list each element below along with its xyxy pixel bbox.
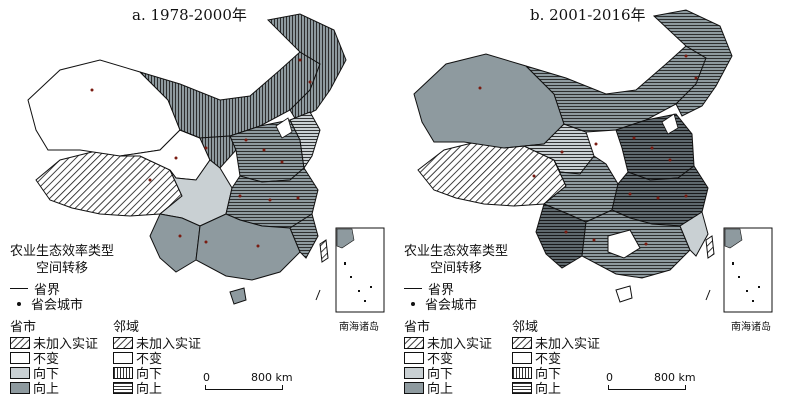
legend-self-not-included: 未加入实证 xyxy=(404,335,492,352)
region-taiwan xyxy=(319,239,329,263)
legend-self-unchanged: 不变 xyxy=(404,350,492,367)
map-panel-a: a. 1978-2000年 xyxy=(10,6,385,397)
legend-title-line1: 农业生态效率类型 xyxy=(404,244,509,259)
legend-title-line2: 空间转移 xyxy=(430,261,483,276)
legend-boundary: 省界 xyxy=(404,279,454,298)
panel-title: a. 1978-2000年 xyxy=(132,6,247,24)
swatch-white-icon xyxy=(10,351,30,364)
legend-capital-label: 省会城市 xyxy=(31,298,84,313)
swatch-horizontal-hatch-icon xyxy=(512,381,532,394)
legend-neighbor-group: 未加入实证 不变 向下 向上 xyxy=(512,335,600,397)
region-taiwan xyxy=(705,235,715,259)
swatch-vertical-hatch-icon xyxy=(113,366,133,379)
legend-self-up: 向上 xyxy=(10,380,98,397)
region-yunnan xyxy=(149,213,201,273)
scale-zero-label: 0 xyxy=(606,371,613,384)
swatch-diagonal-icon xyxy=(512,336,532,349)
swatch-white-icon xyxy=(404,351,424,364)
scale-distance-label: 800 km xyxy=(251,371,293,384)
china-map-b xyxy=(413,9,773,313)
region-xinjiang xyxy=(413,53,565,149)
boundary-line-icon xyxy=(10,288,28,289)
swatch-white-icon xyxy=(512,351,532,364)
scale-distance-label: 800 km xyxy=(654,371,696,384)
china-map-a xyxy=(27,13,385,313)
region-northeast xyxy=(652,9,733,117)
region-guangxi-white xyxy=(607,229,641,259)
legend-self-down: 向下 xyxy=(404,365,492,382)
region-xinjiang xyxy=(27,59,181,157)
legend-self-group: 未加入实证 不变 向下 向上 xyxy=(404,335,492,397)
swatch-diagonal-icon xyxy=(404,336,424,349)
swatch-light-grey-icon xyxy=(10,366,30,379)
legend-capital: 省会城市 xyxy=(10,294,83,313)
region-hainan xyxy=(615,285,633,303)
legend-title: 农业生态效率类型 空间转移 xyxy=(10,243,114,277)
swatch-vertical-hatch-icon xyxy=(512,366,532,379)
region-gansu xyxy=(179,129,237,169)
region-hainan xyxy=(229,287,247,305)
region-yunnan xyxy=(535,203,587,269)
legend-neighbor-not-included: 未加入实证 xyxy=(113,335,201,352)
boundary-line-icon xyxy=(404,288,422,289)
swatch-horizontal-hatch-icon xyxy=(113,381,133,394)
legend-neighbor-unchanged: 不变 xyxy=(512,350,600,367)
legend-self-unchanged: 不变 xyxy=(10,350,98,367)
swatch-diagonal-icon xyxy=(113,336,133,349)
legend-title-line2: 空间转移 xyxy=(36,261,89,276)
region-southeast-coast xyxy=(289,213,319,259)
inset-label: 南海诸岛 xyxy=(731,322,771,333)
legend-boundary: 省界 xyxy=(10,279,60,298)
legend-neighbor-unchanged: 不变 xyxy=(113,350,201,367)
legend-boundary-label: 省界 xyxy=(34,283,61,298)
region-east-coast xyxy=(289,111,321,170)
map-panel-b: b. 2001-2016年 农业生态效 xyxy=(394,0,788,401)
legend-neighbor-group: 未加入实证 不变 向下 向上 xyxy=(113,335,201,397)
swatch-white-icon xyxy=(113,351,133,364)
bohai-sea xyxy=(661,113,679,135)
legend-boundary-label: 省界 xyxy=(428,283,455,298)
legend-self-down: 向下 xyxy=(10,365,98,382)
scale-bar-line xyxy=(608,385,686,390)
swatch-grey-icon xyxy=(10,381,30,394)
panel-title: b. 2001-2016年 xyxy=(530,6,646,24)
legend-self-up: 向上 xyxy=(404,380,492,397)
legend-neighbor-down: 向下 xyxy=(113,365,201,382)
legend-neighbor-head: 邻域 xyxy=(512,320,539,335)
capital-dot-icon xyxy=(17,301,21,306)
legend-self-head: 省市 xyxy=(404,320,431,335)
legend-neighbor-up: 向上 xyxy=(512,380,600,397)
legend-neighbor-not-included: 未加入实证 xyxy=(512,335,600,352)
swatch-diagonal-icon xyxy=(10,336,30,349)
capital-dot-icon xyxy=(411,301,415,306)
capital-dots xyxy=(478,54,698,246)
scale-zero-label: 0 xyxy=(203,371,210,384)
scale-bar-line xyxy=(205,385,283,390)
region-southeast-coast xyxy=(679,211,709,257)
legend-neighbor-up: 向上 xyxy=(113,380,201,397)
inset-label: 南海诸岛 xyxy=(339,322,379,333)
capital-dots xyxy=(90,58,312,248)
legend-neighbor-down: 向下 xyxy=(512,365,600,382)
legend-capital-label: 省会城市 xyxy=(425,298,478,313)
legend-self-group: 未加入实证 不变 向下 向上 xyxy=(10,335,98,397)
legend-title-line1: 农业生态效率类型 xyxy=(10,244,115,259)
swatch-light-grey-icon xyxy=(404,366,424,379)
legend-neighbor-head: 邻域 xyxy=(113,320,140,335)
legend-capital: 省会城市 xyxy=(404,294,477,313)
bohai-sea xyxy=(275,117,293,139)
legend-self-not-included: 未加入实证 xyxy=(10,335,98,352)
swatch-grey-icon xyxy=(404,381,424,394)
legend-title: 农业生态效率类型 空间转移 xyxy=(404,243,508,277)
legend-self-head: 省市 xyxy=(10,320,37,335)
